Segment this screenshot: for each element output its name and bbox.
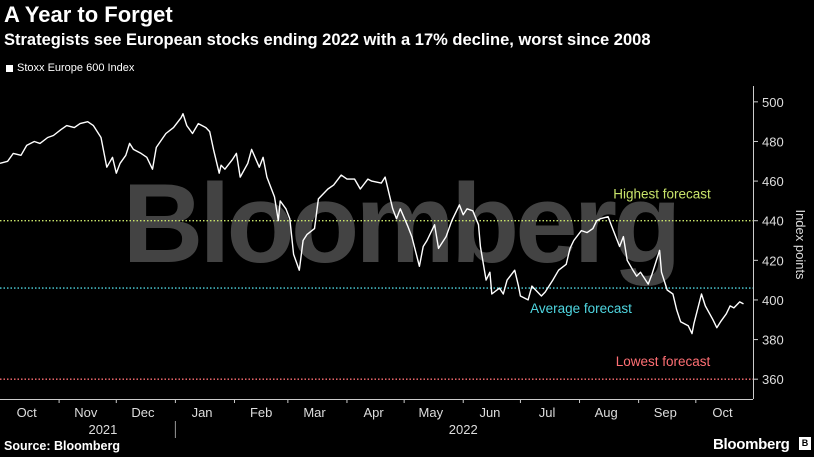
legend: Stoxx Europe 600 Index <box>6 62 134 74</box>
x-tick-label: Feb <box>250 405 272 420</box>
watermark-text: Bloomberg <box>122 161 677 286</box>
year-label: 2021 <box>88 422 117 437</box>
x-tick-label: Jan <box>192 405 213 420</box>
x-tick-label: Oct <box>17 405 38 420</box>
x-tick-label: May <box>419 405 444 420</box>
reference-label: Average forecast <box>530 301 632 316</box>
y-tick-label: 460 <box>762 174 784 189</box>
x-tick-label: Dec <box>131 405 155 420</box>
y-tick-label: 400 <box>762 293 784 308</box>
chart-subtitle: Strategists see European stocks ending 2… <box>4 31 651 49</box>
x-tick-label: Apr <box>364 405 385 420</box>
x-tick-label: Aug <box>595 405 618 420</box>
y-axis-label: Index points <box>793 209 808 280</box>
brand-logo: Bloomberg <box>713 436 790 453</box>
reference-label: Lowest forecast <box>616 354 711 369</box>
y-tick-label: 380 <box>762 333 784 348</box>
x-tick-label: Oct <box>712 405 733 420</box>
y-tick-label: 420 <box>762 253 784 268</box>
y-tick-label: 500 <box>762 95 784 110</box>
x-tick-label: Sep <box>654 405 677 420</box>
legend-label: Stoxx Europe 600 Index <box>17 62 135 74</box>
year-label: 2022 <box>449 422 478 437</box>
series-line <box>0 113 744 335</box>
reference-label: Highest forecast <box>613 187 711 202</box>
chart-title: A Year to Forget <box>4 2 173 27</box>
y-tick-label: 440 <box>762 214 784 229</box>
y-tick-label: 360 <box>762 372 784 387</box>
x-tick-label: Jul <box>539 405 556 420</box>
x-tick-label: Mar <box>303 405 326 420</box>
legend-swatch <box>6 64 13 72</box>
x-tick-label: Nov <box>74 405 98 420</box>
source-note: Source: Bloomberg <box>4 439 120 453</box>
y-tick-label: 480 <box>762 134 784 149</box>
x-tick-label: Jun <box>479 405 500 420</box>
brand-badge-icon: B <box>799 437 811 450</box>
